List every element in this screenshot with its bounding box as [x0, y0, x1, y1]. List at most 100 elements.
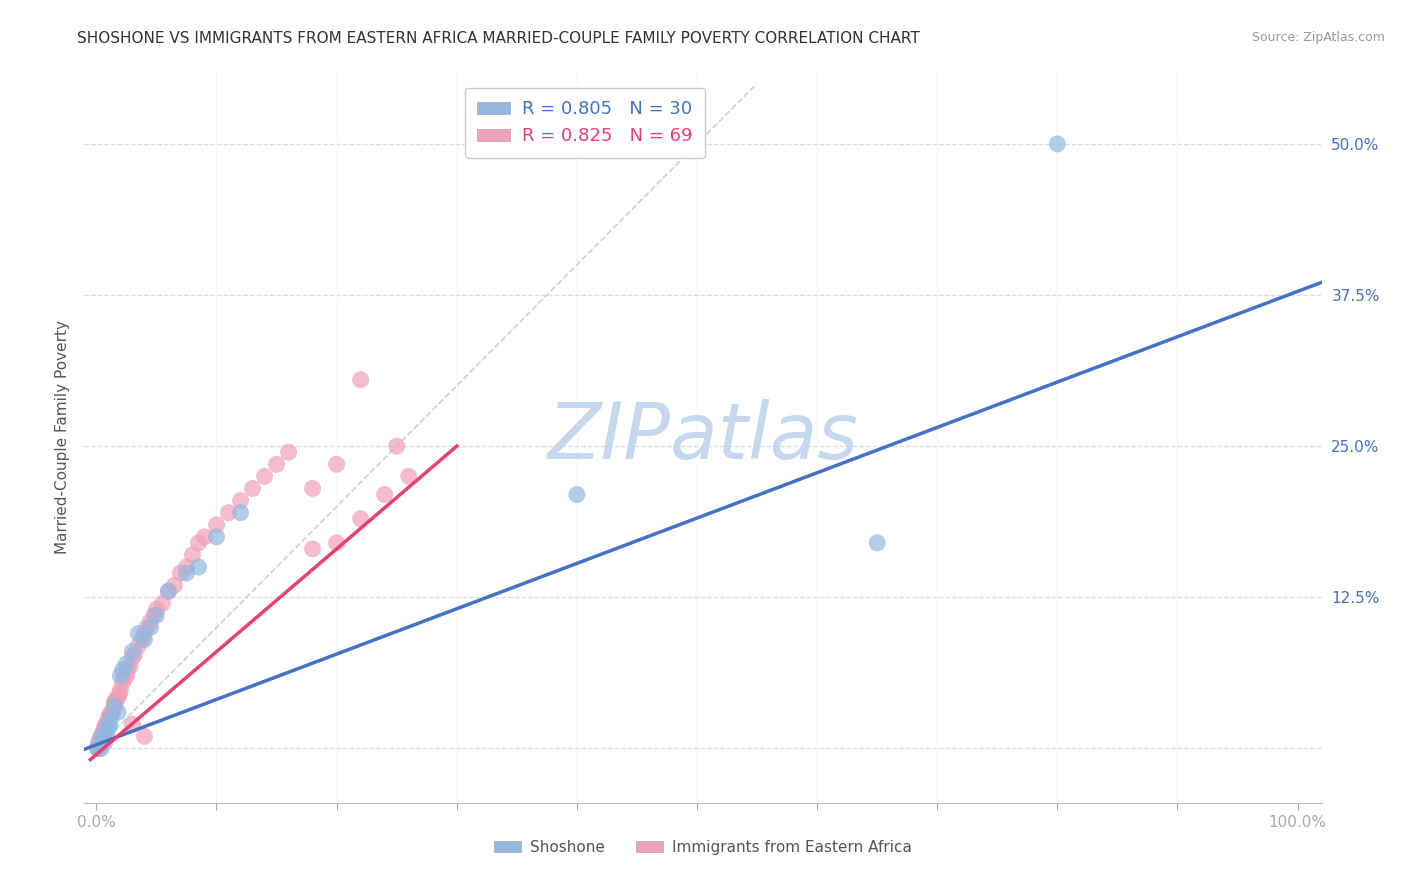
Point	[87, 741, 110, 756]
Point	[110, 669, 132, 683]
Point	[124, 647, 146, 661]
Point	[121, 717, 143, 731]
Point	[565, 487, 588, 501]
Point	[157, 584, 180, 599]
Point	[94, 723, 117, 738]
Point	[350, 373, 373, 387]
Point	[94, 720, 117, 734]
Point	[229, 506, 252, 520]
Point	[89, 735, 111, 749]
Point	[176, 560, 198, 574]
Point	[157, 584, 180, 599]
Point	[107, 705, 129, 719]
Point	[205, 517, 228, 532]
Point	[96, 717, 118, 731]
Point	[131, 632, 153, 647]
Point	[374, 487, 396, 501]
Point	[176, 566, 198, 580]
Point	[205, 530, 228, 544]
Point	[89, 731, 111, 746]
Y-axis label: Married-Couple Family Poverty: Married-Couple Family Poverty	[55, 320, 70, 554]
Point	[127, 626, 149, 640]
Point	[107, 690, 129, 705]
Point	[145, 602, 167, 616]
Point	[103, 699, 125, 714]
Point	[108, 687, 131, 701]
Point	[94, 717, 117, 731]
Point	[91, 729, 114, 743]
Point	[97, 711, 120, 725]
Point	[866, 536, 889, 550]
Point	[90, 729, 112, 743]
Point	[93, 727, 115, 741]
Point	[253, 469, 276, 483]
Point	[145, 608, 167, 623]
Point	[134, 729, 156, 743]
Point	[98, 707, 121, 722]
Point	[152, 596, 174, 610]
Point	[91, 729, 114, 743]
Point	[93, 723, 115, 738]
Legend: Shoshone, Immigrants from Eastern Africa: Shoshone, Immigrants from Eastern Africa	[488, 834, 918, 861]
Point	[94, 735, 117, 749]
Point	[242, 482, 264, 496]
Point	[118, 659, 141, 673]
Point	[1046, 136, 1069, 151]
Point	[87, 735, 110, 749]
Point	[94, 723, 117, 738]
Point	[134, 626, 156, 640]
Point	[187, 560, 209, 574]
Point	[103, 696, 125, 710]
Point	[94, 720, 117, 734]
Point	[115, 657, 138, 671]
Point	[193, 530, 215, 544]
Point	[112, 671, 135, 685]
Point	[266, 457, 288, 471]
Point	[135, 620, 157, 634]
Point	[127, 639, 149, 653]
Point	[91, 727, 114, 741]
Text: SHOSHONE VS IMMIGRANTS FROM EASTERN AFRICA MARRIED-COUPLE FAMILY POVERTY CORRELA: SHOSHONE VS IMMIGRANTS FROM EASTERN AFRI…	[77, 31, 920, 46]
Point	[101, 705, 124, 719]
Point	[277, 445, 299, 459]
Point	[163, 578, 186, 592]
Point	[301, 541, 323, 556]
Point	[90, 741, 112, 756]
Point	[134, 632, 156, 647]
Point	[115, 669, 138, 683]
Point	[121, 645, 143, 659]
Point	[103, 699, 125, 714]
Point	[325, 536, 347, 550]
Point	[97, 717, 120, 731]
Point	[100, 707, 122, 722]
Point	[86, 741, 108, 756]
Text: Source: ZipAtlas.com: Source: ZipAtlas.com	[1251, 31, 1385, 45]
Point	[181, 548, 204, 562]
Point	[96, 729, 118, 743]
Point	[103, 703, 125, 717]
Point	[104, 693, 127, 707]
Point	[398, 469, 420, 483]
Point	[117, 663, 139, 677]
Point	[111, 674, 134, 689]
Point	[301, 482, 323, 496]
Point	[97, 714, 120, 729]
Point	[87, 738, 110, 752]
Point	[350, 511, 373, 525]
Text: ZIPatlas: ZIPatlas	[547, 399, 859, 475]
Point	[111, 663, 134, 677]
Point	[139, 620, 162, 634]
Point	[229, 493, 252, 508]
Point	[93, 731, 115, 746]
Point	[86, 739, 108, 753]
Point	[187, 536, 209, 550]
Point	[169, 566, 191, 580]
Point	[90, 731, 112, 746]
Point	[121, 650, 143, 665]
Point	[325, 457, 347, 471]
Point	[218, 506, 240, 520]
Point	[100, 711, 122, 725]
Point	[139, 615, 162, 629]
Point	[385, 439, 408, 453]
Point	[143, 608, 166, 623]
